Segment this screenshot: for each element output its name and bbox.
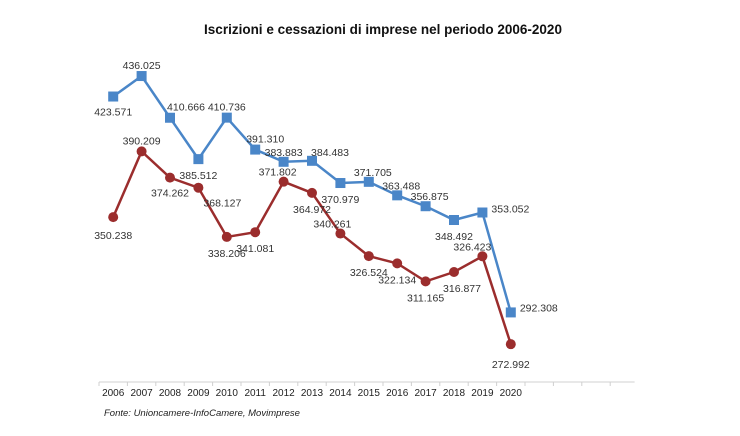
data-point [335,178,346,189]
data-label: 384.483 [311,147,349,159]
data-point [250,227,261,238]
data-label: 322.134 [378,274,416,286]
data-label: 338.206 [208,248,246,260]
data-point [363,251,374,262]
data-point [250,144,261,155]
data-label: 353.052 [491,204,529,216]
data-label: 326.423 [453,241,491,253]
data-point [449,267,459,278]
data-point [108,91,119,102]
data-point [420,201,431,212]
data-point [108,212,119,223]
data-label: 364.972 [293,204,331,216]
x-tick-label: 2018 [443,388,466,399]
x-tick-label: 2007 [130,388,153,399]
data-label: 348.492 [435,231,473,243]
data-point [449,215,459,226]
data-label: 341.081 [236,243,274,255]
data-label: 316.877 [443,283,481,295]
data-point [278,156,289,167]
data-label: 272.992 [492,359,530,371]
x-tick-label: 2016 [386,388,409,399]
data-point [505,307,516,318]
data-label: 371.705 [354,167,392,179]
data-label: 374.262 [151,188,189,200]
data-label: 368.127 [203,198,241,210]
data-label: 436.025 [123,60,161,72]
data-point [505,339,516,350]
data-label: 326.524 [350,267,388,279]
x-tick-label: 2014 [329,388,352,399]
data-label: 292.308 [520,302,558,314]
data-point [136,71,147,82]
data-point [477,251,488,262]
x-tick-label: 2019 [471,388,494,399]
x-tick-label: 2012 [272,388,295,399]
x-tick-label: 2015 [358,388,381,399]
chart-title: Iscrizioni e cessazioni di imprese nel p… [204,22,562,37]
data-label: 390.209 [123,135,161,147]
data-point [136,146,147,157]
data-point [335,228,346,239]
source-note: Fonte: Unioncamere-InfoCamere, Movimpres… [104,408,300,419]
data-point [221,231,232,242]
x-tick-label: 2006 [102,388,125,399]
data-label: 423.571 [94,107,132,119]
data-point [420,276,431,287]
data-point [307,155,317,166]
data-point [392,190,403,201]
data-label: 410.736 [208,102,246,114]
data-point [193,182,204,193]
data-point [392,258,403,269]
data-label: 385.512 [179,170,217,182]
x-tick-label: 2008 [159,388,182,399]
data-label: 363.488 [382,180,420,192]
data-label: 356.875 [411,191,449,203]
data-label: 311.165 [407,292,444,304]
data-label: 391.310 [246,134,284,146]
data-label: 370.979 [321,194,359,206]
data-point [221,112,232,123]
x-tick-label: 2020 [500,388,523,399]
data-point [165,172,175,183]
data-label: 383.883 [265,147,303,159]
x-tick-label: 2011 [244,388,266,399]
x-tick-label: 2010 [216,388,239,399]
data-point [193,154,204,165]
data-label: 410.666 [167,102,205,114]
x-tick-label: 2017 [414,388,437,399]
data-point [477,207,488,218]
x-tick-label: 2009 [187,388,210,399]
data-point [278,176,289,187]
x-tick-label: 2013 [301,388,324,399]
data-label: 340.261 [313,219,351,231]
data-label: 350.238 [94,230,132,242]
data-point [363,176,374,187]
data-point [165,112,175,123]
data-label: 371.802 [259,167,297,179]
data-point [307,187,317,198]
